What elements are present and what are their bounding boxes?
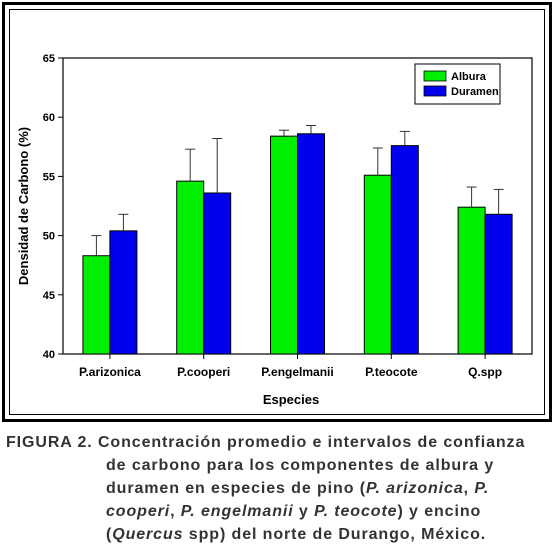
x-tick-label: P.arizonica bbox=[79, 365, 141, 379]
caption-italic: P. arizonica bbox=[365, 480, 464, 497]
caption-line-1: FIGURA 2. Concentración promedio e inter… bbox=[6, 431, 551, 454]
caption-italic: P. engelmanii bbox=[180, 503, 294, 520]
legend-swatch-duramen bbox=[423, 85, 447, 97]
caption-line-2: de carbono para los componentes de albur… bbox=[106, 457, 495, 474]
x-tick-label: Q.spp bbox=[468, 365, 502, 379]
caption-line-5: (Quercus spp) del norte de Durango, Méxi… bbox=[6, 523, 551, 546]
y-tick-label: 45 bbox=[43, 290, 55, 302]
caption-italic: P. bbox=[474, 480, 490, 497]
bar-duramen bbox=[297, 133, 325, 355]
bar-duramen bbox=[203, 192, 232, 355]
caption-seg: y bbox=[293, 503, 315, 520]
bar-duramen bbox=[390, 145, 419, 355]
legend-label-albura: Albura bbox=[451, 71, 487, 83]
caption-italic: Quercus bbox=[112, 526, 184, 543]
bar-albura bbox=[270, 135, 298, 355]
bar-albura bbox=[176, 180, 205, 355]
figure-caption: FIGURA 2. Concentración promedio e inter… bbox=[6, 431, 551, 546]
y-tick-label: 60 bbox=[43, 112, 55, 124]
y-tick-label: 65 bbox=[43, 53, 55, 65]
caption-text-1: Concentración promedio e intervalos de c… bbox=[92, 434, 526, 451]
x-axis: P.arizonica P.cooperi P.engelmanii P.teocot… bbox=[79, 354, 502, 379]
y-tick-label: 40 bbox=[43, 349, 55, 361]
caption-line-4: cooperi, P. engelmanii y P. teocote) y e… bbox=[6, 500, 551, 523]
caption-seg: , bbox=[463, 480, 475, 497]
caption-italic: P. teocote bbox=[314, 503, 398, 520]
x-tick-label: P.teocote bbox=[365, 365, 418, 379]
y-tick-label: 50 bbox=[43, 231, 55, 243]
bars-group bbox=[82, 133, 513, 355]
caption-line-3: duramen en especies de pino (P. arizonic… bbox=[6, 477, 551, 500]
caption-seg: spp) del norte de Durango, México. bbox=[183, 526, 487, 543]
chart-frame: 40 45 50 55 60 65 P.arizonica P.cooperi P.engel… bbox=[2, 2, 552, 422]
error-bars-group bbox=[91, 124, 504, 256]
bar-duramen bbox=[109, 230, 138, 355]
y-tick-label: 55 bbox=[43, 171, 55, 183]
caption-seg: , bbox=[170, 503, 181, 520]
legend: Albura Duramen bbox=[414, 63, 501, 105]
caption-italic: cooperi bbox=[106, 503, 171, 520]
x-tick-label: P.engelmanii bbox=[261, 365, 333, 379]
legend-swatch-albura bbox=[423, 70, 447, 82]
caption-seg: duramen en especies de pino ( bbox=[106, 480, 366, 497]
x-axis-title: Especies bbox=[263, 392, 319, 407]
chart-svg: 40 45 50 55 60 65 P.arizonica P.cooperi P.engel… bbox=[2, 2, 552, 422]
caption-seg: ( bbox=[106, 526, 113, 543]
bar-duramen bbox=[484, 213, 513, 355]
caption-seg: ) y encino bbox=[397, 503, 482, 520]
bar-albura bbox=[82, 255, 111, 355]
y-axis: 40 45 50 55 60 65 bbox=[43, 53, 63, 361]
bar-albura bbox=[457, 206, 486, 355]
y-axis-title: Densidad de Carbono (%) bbox=[16, 127, 31, 285]
legend-box bbox=[414, 63, 501, 105]
x-tick-label: P.cooperi bbox=[177, 365, 230, 379]
legend-label-duramen: Duramen bbox=[451, 86, 499, 98]
caption-label: FIGURA 2. bbox=[6, 434, 93, 451]
bar-albura bbox=[363, 174, 392, 355]
